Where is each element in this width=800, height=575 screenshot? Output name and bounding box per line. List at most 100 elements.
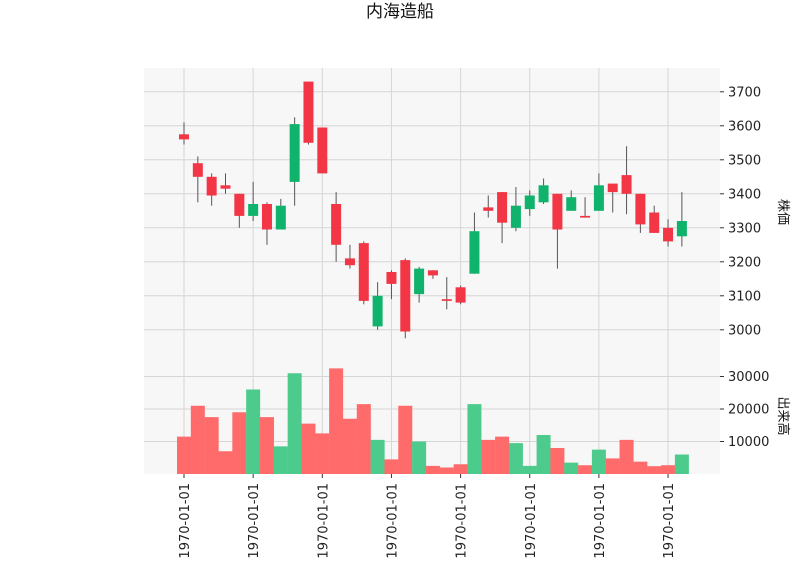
candle-body <box>649 212 660 233</box>
x-tick-label: 1970-01-01 <box>455 483 470 559</box>
candle-body <box>510 205 521 228</box>
x-tick-label: 1970-01-01 <box>178 483 193 559</box>
chart-title: 内海造船 <box>366 2 434 22</box>
candle-body <box>607 183 618 193</box>
candle-body <box>441 299 452 301</box>
volume-bar <box>329 368 344 474</box>
volume-bar <box>301 423 316 474</box>
volume-bar <box>647 466 662 474</box>
price-tick-label: 3700 <box>728 85 761 100</box>
candle-body <box>206 176 217 196</box>
volume-bar <box>218 451 233 474</box>
candle-body <box>593 185 604 211</box>
volume-bar <box>605 458 620 474</box>
volume-bar <box>674 454 689 474</box>
volume-tick-label: 30000 <box>728 370 769 385</box>
x-tick-label: 1970-01-01 <box>662 483 677 559</box>
candle-body <box>455 287 466 303</box>
volume-bar <box>578 465 593 474</box>
volume-bar <box>204 417 219 474</box>
candle-body <box>676 221 687 237</box>
candle-body <box>331 204 342 245</box>
candle-body <box>358 243 369 301</box>
candle-body <box>248 204 259 216</box>
volume-bar <box>412 441 427 474</box>
volume-bar <box>467 404 482 474</box>
candle-body <box>483 207 494 211</box>
volume-tick-label: 20000 <box>728 403 769 418</box>
price-tick-label: 3100 <box>728 289 761 304</box>
volume-bar <box>550 448 565 474</box>
volume-bar <box>232 412 247 474</box>
candle-body <box>497 192 508 223</box>
volume-tick-label: 10000 <box>728 435 769 450</box>
volume-bar <box>398 405 413 474</box>
volume-bar <box>508 443 523 474</box>
volume-bar <box>633 461 648 474</box>
candle-body <box>663 227 674 242</box>
x-tick-label: 1970-01-01 <box>385 483 400 559</box>
volume-bar <box>370 439 385 474</box>
price-gridlines <box>144 91 720 331</box>
candle-body <box>275 205 286 230</box>
candle-body <box>580 215 591 218</box>
candle-body <box>524 195 535 210</box>
volume-bar <box>495 436 510 474</box>
volume-bar <box>177 436 191 474</box>
price-tick-label: 3300 <box>728 221 761 236</box>
candle-body <box>344 258 355 266</box>
volume-bar <box>619 439 634 474</box>
price-tick-label: 3400 <box>728 187 761 202</box>
candle-body <box>192 163 203 177</box>
volume-bar <box>425 465 440 474</box>
candle-body <box>289 124 300 182</box>
volume-bar <box>453 464 468 474</box>
candle-body <box>566 197 577 211</box>
volume-bar <box>356 404 371 474</box>
volume-axis-label: 出来高 <box>775 396 791 435</box>
volume-bar <box>287 373 302 474</box>
price-axis-label: 株価 <box>775 199 790 225</box>
volume-bar <box>439 467 454 474</box>
volume-bar <box>536 435 551 474</box>
candle-body <box>538 185 549 203</box>
candle-body <box>179 134 189 140</box>
volume-bar <box>259 417 274 474</box>
candles <box>179 81 687 339</box>
candle-body <box>400 260 411 332</box>
volume-bar <box>661 465 676 474</box>
volume-bar <box>384 459 399 474</box>
candle-body <box>469 231 480 274</box>
volume-bar <box>273 446 288 474</box>
candle-body <box>414 268 425 295</box>
volume-bar <box>591 449 606 474</box>
volume-axis-ticks: 10000 20000 30000 <box>720 370 769 450</box>
x-tick-label: 1970-01-01 <box>247 483 262 559</box>
volume-bar <box>342 418 357 474</box>
x-tick-label: 1970-01-01 <box>524 483 539 559</box>
volume-bar <box>522 465 537 474</box>
candle-body <box>303 81 314 143</box>
candle-body <box>220 185 231 189</box>
candle-body <box>372 295 383 327</box>
price-tick-label: 3500 <box>728 153 761 168</box>
candle-body <box>621 175 632 194</box>
candle-body <box>317 127 328 174</box>
price-axis-ticks: 3000 3100 3200 3300 3400 3500 3600 3700 <box>720 85 761 338</box>
volume-bar <box>246 389 261 474</box>
x-tick-label: 1970-01-01 <box>316 483 331 559</box>
price-tick-label: 3600 <box>728 119 761 134</box>
candle-body <box>386 272 397 284</box>
candle-body <box>261 204 272 230</box>
price-tick-label: 3000 <box>728 323 761 338</box>
x-tick-label: 1970-01-01 <box>593 483 608 559</box>
volume-bars <box>177 368 689 474</box>
x-axis-ticks: 1970-01-01 1970-01-01 1970-01-01 1970-01-01… <box>178 474 677 559</box>
candle-body <box>234 193 245 216</box>
price-panel-background <box>144 68 720 357</box>
volume-bar <box>315 433 330 474</box>
volume-bar <box>481 439 496 474</box>
price-tick-label: 3200 <box>728 255 761 270</box>
candle-body <box>552 193 563 230</box>
